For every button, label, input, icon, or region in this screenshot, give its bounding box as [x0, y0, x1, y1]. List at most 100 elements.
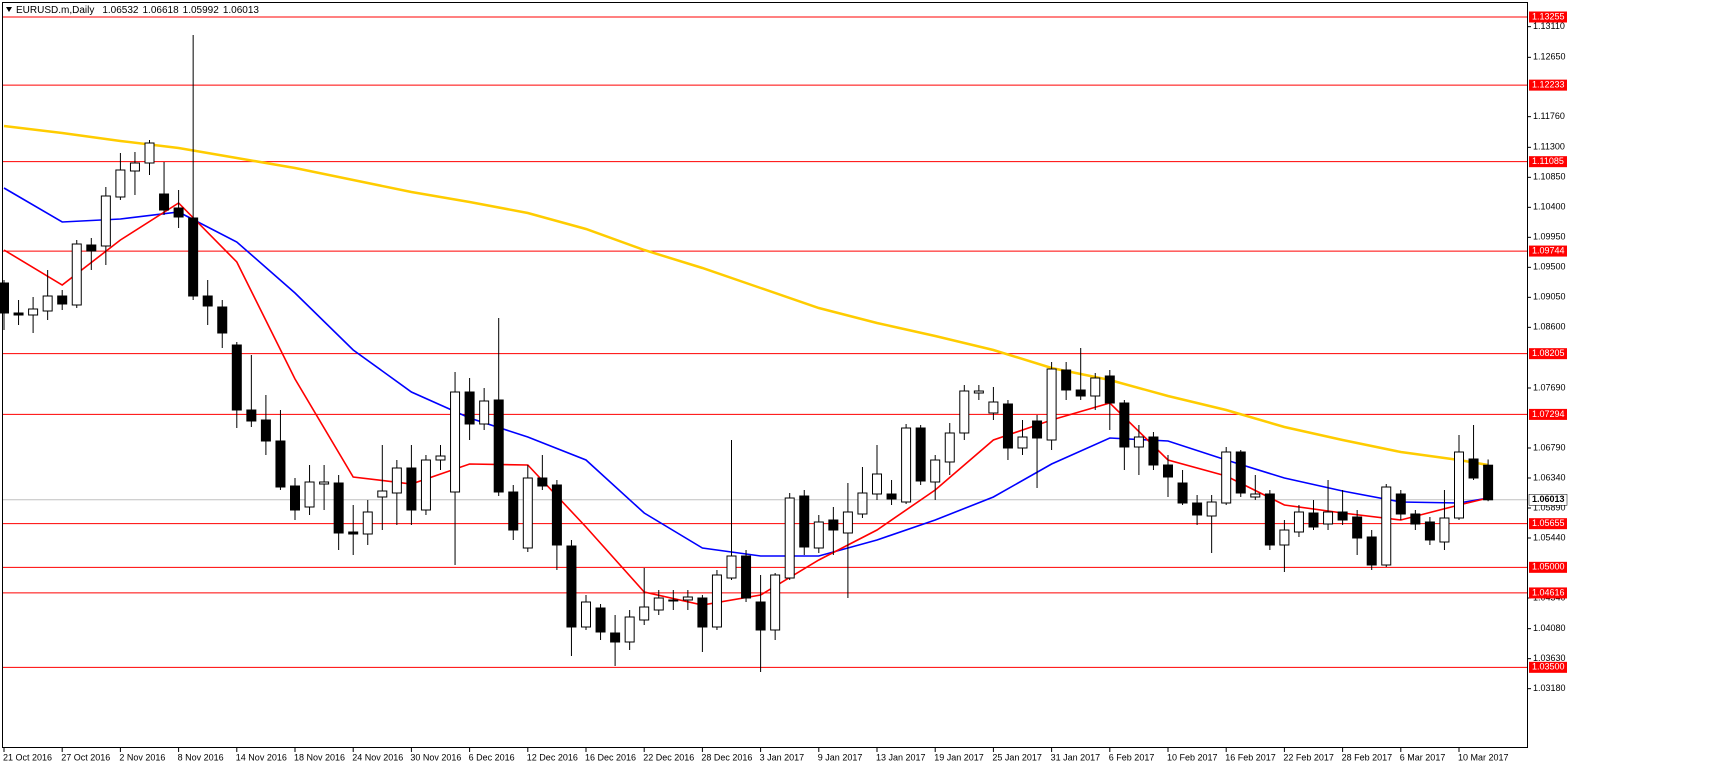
level-label: 1.09744 [1532, 245, 1565, 255]
candle-body [828, 519, 839, 531]
candle-body [988, 401, 999, 414]
y-tick-label: 1.06340 [1533, 472, 1566, 482]
level-tag [1529, 587, 1567, 599]
candle-body [275, 440, 286, 488]
candle-body [857, 492, 868, 515]
candle-body [537, 477, 548, 487]
candle-body [173, 207, 184, 218]
candle-body [1337, 511, 1348, 521]
candle-body [944, 432, 955, 463]
y-tick-label: 1.04080 [1533, 623, 1566, 633]
price-tag [1528, 494, 1568, 506]
candle-body [566, 545, 577, 628]
x-tick-label: 8 Nov 2016 [178, 752, 224, 762]
x-tick-label: 9 Jan 2017 [818, 752, 863, 762]
candle-body [813, 521, 824, 549]
x-tick-label: 31 Jan 2017 [1051, 752, 1101, 762]
x-tick-label: 28 Feb 2017 [1342, 752, 1393, 762]
candle-body [1395, 493, 1406, 515]
candle-body [144, 142, 155, 164]
candle-body [362, 511, 373, 535]
chart-header: EURUSD.m,Daily 1.06532 1.06618 1.05992 1.060… [16, 5, 259, 16]
x-tick-label: 16 Dec 2016 [585, 752, 636, 762]
candle-body [610, 632, 621, 643]
candle-body [581, 601, 591, 628]
candle-body [1250, 493, 1261, 498]
candle-body [406, 467, 417, 511]
menu-arrow[interactable] [6, 7, 12, 12]
candle-body [1439, 517, 1450, 543]
y-tick-label: 1.12650 [1533, 52, 1566, 62]
y-tick-label: 1.11300 [1533, 142, 1565, 152]
candle-body [1410, 513, 1421, 525]
candle-body [1017, 436, 1028, 449]
price-label: 1.06013 [1532, 494, 1565, 504]
y-tick-label: 1.09950 [1533, 232, 1566, 242]
x-tick-label: 14 Nov 2016 [236, 752, 287, 762]
candle-body [129, 162, 140, 172]
candle-body [1133, 436, 1144, 448]
x-tick-label: 22 Dec 2016 [643, 752, 694, 762]
candle-body [784, 497, 795, 579]
candle-body [71, 243, 82, 306]
candle-body [1483, 464, 1494, 501]
y-tick-label: 1.06790 [1533, 442, 1566, 452]
x-tick-label: 19 Jan 2017 [934, 752, 984, 762]
candle-body [886, 493, 897, 500]
x-tick-label: 12 Dec 2016 [527, 752, 578, 762]
candle-body [1061, 369, 1072, 391]
y-tick-label: 1.05890 [1533, 502, 1566, 512]
candle-body [872, 473, 882, 495]
x-tick-label: 6 Feb 2017 [1109, 752, 1155, 762]
candle-body [435, 455, 446, 461]
candle-body [13, 312, 24, 316]
candle-body [711, 574, 722, 628]
low-value: 1.05992 [183, 5, 220, 16]
candle-body [726, 555, 737, 579]
x-tick-label: 27 Oct 2016 [61, 752, 110, 762]
candle-body [551, 484, 562, 546]
candle-body [1221, 451, 1232, 504]
y-tick-label: 1.07690 [1533, 382, 1566, 392]
y-tick-label: 1.13110 [1533, 21, 1565, 31]
candle-body [930, 459, 941, 483]
y-tick-label: 1.08600 [1533, 322, 1566, 332]
level-tag [1529, 661, 1567, 673]
candle-body [755, 601, 766, 631]
x-tick-label: 22 Feb 2017 [1283, 752, 1334, 762]
x-tick-label: 13 Jan 2017 [876, 752, 926, 762]
x-tick-label: 3 Jan 2017 [760, 752, 805, 762]
level-tag [1529, 518, 1567, 530]
candle-body [1454, 451, 1464, 519]
candle-body [682, 596, 693, 601]
candle-body [0, 282, 9, 314]
candle-body [86, 244, 97, 252]
candle-body [28, 308, 39, 316]
candle-body [1424, 521, 1435, 541]
candle-body [202, 295, 213, 307]
level-label: 1.11085 [1532, 156, 1564, 166]
candle-body [319, 481, 330, 485]
level-tag [1529, 11, 1567, 23]
candle-body [668, 599, 679, 602]
candle-body [1264, 493, 1275, 546]
level-label: 1.12233 [1532, 80, 1565, 90]
candle-body [842, 511, 853, 534]
level-label: 1.13255 [1532, 11, 1565, 21]
level-label: 1.03500 [1532, 662, 1565, 672]
candle-body [420, 459, 431, 511]
candle-body [188, 217, 199, 297]
candle-body [639, 606, 650, 621]
candle-body [595, 607, 606, 633]
level-label: 1.05000 [1532, 562, 1565, 572]
open-value: 1.06532 [102, 5, 139, 16]
candle-body [42, 295, 53, 312]
candle-body [741, 555, 752, 599]
candle-body [479, 400, 490, 425]
candle-body [290, 485, 300, 511]
x-tick-label: 6 Dec 2016 [469, 752, 515, 762]
y-tick-label: 1.09500 [1533, 262, 1566, 272]
high-value: 1.06618 [143, 5, 180, 16]
candle-body [1075, 389, 1086, 397]
candle-body [450, 391, 461, 493]
